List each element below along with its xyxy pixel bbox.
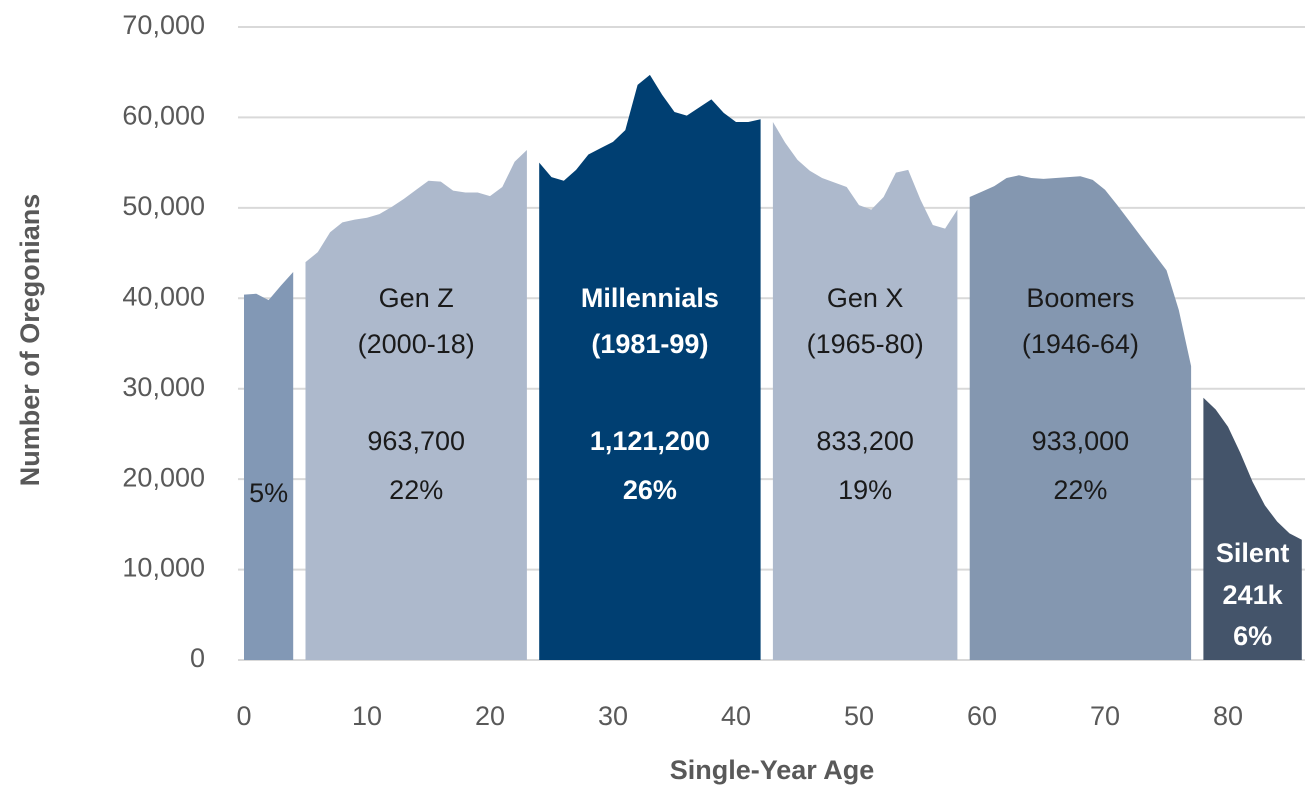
area	[969, 175, 1192, 660]
annotation: 833,200	[816, 426, 914, 456]
area	[772, 121, 958, 660]
annotation: 26%	[623, 475, 677, 505]
x-tick-label: 80	[1213, 701, 1243, 731]
annotation: Millennials	[581, 283, 719, 313]
annotation: (2000-18)	[358, 329, 475, 359]
annotation: Silent	[1216, 538, 1290, 568]
y-tick-label: 0	[190, 643, 205, 673]
annotation: 933,000	[1032, 426, 1130, 456]
area	[305, 149, 527, 661]
annotation: (1965-80)	[807, 329, 924, 359]
x-tick-label: 30	[598, 701, 628, 731]
annotation: 22%	[389, 475, 443, 505]
annotation: (1946-64)	[1022, 329, 1139, 359]
annotation: 6%	[1233, 621, 1272, 651]
annotation: 1,121,200	[590, 426, 710, 456]
x-tick-label: 40	[721, 701, 751, 731]
annotation: 22%	[1053, 475, 1107, 505]
annotation: (1981-99)	[591, 329, 708, 359]
annotation: 963,700	[367, 426, 465, 456]
annotation: 5%	[249, 478, 288, 508]
x-tick-label: 50	[844, 701, 874, 731]
y-axis-title: Number of Oregonians	[15, 194, 45, 487]
annotation: Gen Z	[379, 283, 454, 313]
area	[1203, 397, 1302, 660]
annotation: 19%	[838, 475, 892, 505]
annotation: 241k	[1223, 580, 1284, 610]
x-axis-title: Single-Year Age	[670, 755, 875, 785]
x-tick-label: 20	[475, 701, 505, 731]
annotation: Gen X	[827, 283, 904, 313]
x-tick-label: 60	[967, 701, 997, 731]
area	[244, 272, 294, 660]
y-tick-label: 40,000	[122, 281, 205, 311]
y-tick-label: 70,000	[122, 10, 205, 40]
annotation: Boomers	[1026, 283, 1134, 313]
x-tick-label: 10	[352, 701, 382, 731]
y-tick-label: 30,000	[122, 372, 205, 402]
area	[539, 74, 761, 661]
y-tick-label: 60,000	[122, 101, 205, 131]
y-tick-label: 50,000	[122, 191, 205, 221]
x-tick-label: 70	[1090, 701, 1120, 731]
y-tick-label: 10,000	[122, 553, 205, 583]
x-tick-label: 0	[236, 701, 251, 731]
y-tick-label: 20,000	[122, 462, 205, 492]
